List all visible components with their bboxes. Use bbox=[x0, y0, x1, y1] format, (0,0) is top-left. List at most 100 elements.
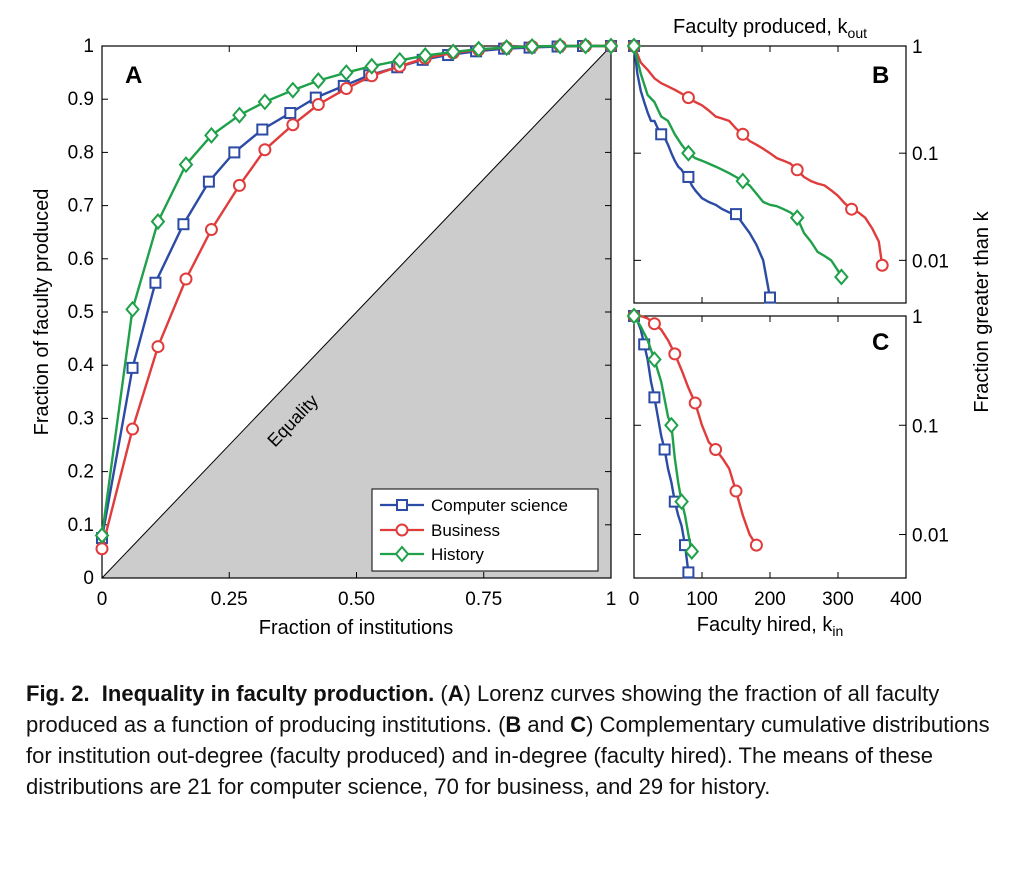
panel-a-series-history bbox=[94, 37, 619, 544]
panel-c-point-history bbox=[626, 307, 642, 325]
panel-a-x-tick-label: 0.50 bbox=[338, 589, 375, 610]
panel-a-x-tick-label: 1 bbox=[606, 589, 617, 610]
legend: Computer science Business History bbox=[371, 488, 599, 572]
panel-b-point-computer-science bbox=[682, 170, 695, 183]
legend-label-history: History bbox=[431, 545, 484, 564]
panel-b-point-business bbox=[845, 202, 859, 216]
panel-a-point-history bbox=[94, 526, 110, 544]
panel-b-point-business bbox=[681, 91, 695, 105]
panel-b-point-computer-science bbox=[730, 208, 742, 221]
panel-b-series-business bbox=[627, 39, 889, 272]
panel-a-point-business bbox=[286, 118, 300, 132]
panel-b-point-history bbox=[789, 209, 805, 227]
caption-ref-b: B bbox=[505, 712, 522, 737]
panels-bc-y-axis-label: Fraction greater than k bbox=[971, 210, 993, 412]
panel-a-point-business bbox=[339, 82, 353, 96]
panel-a-point-history bbox=[364, 57, 380, 75]
panel-c-series-history bbox=[626, 307, 700, 560]
panel-c-point-computer-science bbox=[648, 391, 661, 404]
panel-a-point-history bbox=[445, 43, 461, 61]
panel-a-y-tick-label: 0.3 bbox=[68, 408, 94, 429]
panel-b-y-tick-label: 1 bbox=[912, 37, 923, 58]
panel-a-point-history bbox=[392, 51, 408, 69]
caption-paren-a: ( bbox=[434, 681, 448, 706]
panel-a-point-computer-science bbox=[256, 123, 269, 136]
caption-text-a: ) Lorenz curves showing the fraction of … bbox=[26, 681, 940, 737]
panel-b-point-history bbox=[735, 172, 751, 190]
panel-a-point-history bbox=[603, 37, 619, 55]
panel-b-series-history bbox=[626, 37, 849, 286]
panel-c-point-computer-science bbox=[682, 566, 695, 579]
panel-b-x-axis-label-subscript: out bbox=[848, 25, 868, 41]
panel-a-point-history bbox=[257, 93, 273, 111]
panel-a-y-tick-label: 0 bbox=[83, 568, 94, 589]
panel-a-point-computer-science bbox=[228, 146, 241, 159]
panel-b-series bbox=[626, 37, 889, 304]
panel-c-series bbox=[626, 307, 763, 579]
panel-label-b: B bbox=[872, 62, 889, 89]
panel-a-y-tick-label: 0.5 bbox=[68, 302, 94, 323]
panel-a-y-tick-label: 0.6 bbox=[68, 249, 94, 270]
panel-a-y-tick-label: 0.1 bbox=[68, 515, 94, 536]
panel-a-point-computer-science bbox=[126, 361, 139, 374]
panel-a-y-tick-label: 0.9 bbox=[68, 89, 94, 110]
panel-c-point-business bbox=[647, 317, 661, 331]
panel-a-point-history bbox=[285, 81, 301, 99]
panel-b-line-business bbox=[632, 45, 884, 266]
caption-ref-c: C bbox=[570, 712, 587, 737]
panel-a-series bbox=[94, 37, 619, 556]
panel-c-y-tick-label: 0.01 bbox=[912, 526, 949, 547]
panel-c-x-tick-label: 0 bbox=[629, 589, 640, 610]
panel-c-x-axis-label-main: Faculty hired, k bbox=[697, 614, 834, 636]
panel-a-point-computer-science bbox=[202, 175, 215, 188]
panel-c-point-business bbox=[729, 484, 743, 498]
legend-item-history: History bbox=[380, 545, 484, 564]
panel-a-point-history bbox=[204, 126, 219, 144]
panel-b-x-axis-label: Faculty produced, kout bbox=[673, 16, 867, 41]
panel-a-point-business bbox=[311, 98, 325, 112]
panel-b-point-history bbox=[681, 144, 696, 162]
panel-b-line-history bbox=[632, 45, 843, 278]
panel-b-point-business bbox=[736, 127, 750, 141]
panel-c-point-history bbox=[684, 542, 700, 560]
panel-a-point-history bbox=[471, 40, 486, 58]
caption-and: and bbox=[521, 712, 571, 737]
panel-c-y-tick-label: 0.1 bbox=[912, 416, 938, 437]
panel-a-x-tick-label: 0.25 bbox=[211, 589, 248, 610]
panel-c-point-history bbox=[674, 493, 689, 511]
panel-a-point-computer-science bbox=[149, 276, 162, 289]
panel-b-x-axis-label-main: Faculty produced, k bbox=[673, 16, 849, 38]
caption-figure-label: Fig. 2. bbox=[26, 681, 90, 706]
legend-label-business: Business bbox=[431, 521, 500, 540]
panel-a-x-tick-label: 0.75 bbox=[465, 589, 502, 610]
panel-b-point-computer-science bbox=[655, 128, 668, 141]
panel-c-x-tick-label: 300 bbox=[822, 589, 854, 610]
panel-c-x-tick-label: 400 bbox=[890, 589, 922, 610]
panel-a-x-axis-label: Fraction of institutions bbox=[259, 617, 454, 639]
panel-a-point-computer-science bbox=[177, 218, 190, 231]
figure-2: Equality 0 0.25 0.50 0.75 100.10.20.30.40.50… bbox=[31, 16, 993, 639]
caption-ref-a: A bbox=[447, 681, 464, 706]
caption-title: Inequality in faculty production. bbox=[101, 681, 435, 706]
panel-c-x-tick-label: 100 bbox=[686, 589, 718, 610]
panel-a-point-history bbox=[499, 39, 514, 57]
panel-a-y-tick-label: 0.2 bbox=[68, 462, 94, 483]
panel-b-line-computer-science bbox=[632, 45, 772, 298]
panel-a-point-business bbox=[232, 178, 246, 192]
legend-item-computer-science: Computer science bbox=[380, 496, 568, 515]
panel-c-in-degree-ccdf: 0 100 200 300 400 1 0.1 0.01 C Faculty hired, k… bbox=[626, 307, 949, 639]
panel-a-point-business bbox=[258, 143, 272, 157]
panel-a-point-business bbox=[151, 340, 165, 354]
equality-line bbox=[101, 45, 612, 579]
panel-a-y-tick-label: 0.4 bbox=[68, 355, 95, 376]
panel-a-point-history bbox=[339, 64, 354, 82]
panel-a-point-history bbox=[578, 37, 593, 55]
panel-b-point-computer-science bbox=[764, 291, 776, 304]
caption-text-bc: ) Complementary cumulative distributions… bbox=[26, 712, 990, 799]
panel-a-axis-ticks: 0 0.25 0.50 0.75 1 0 0.1 0.2 0.3 0.4 0.5 0.6 0.7 0.8 0… bbox=[68, 36, 617, 610]
panel-c-point-business bbox=[709, 442, 723, 456]
panel-c-point-history bbox=[664, 416, 679, 434]
panel-label-a: A bbox=[125, 62, 142, 89]
panel-c-x-axis-label-subscript: in bbox=[832, 623, 843, 639]
panel-c-point-history bbox=[647, 350, 662, 369]
